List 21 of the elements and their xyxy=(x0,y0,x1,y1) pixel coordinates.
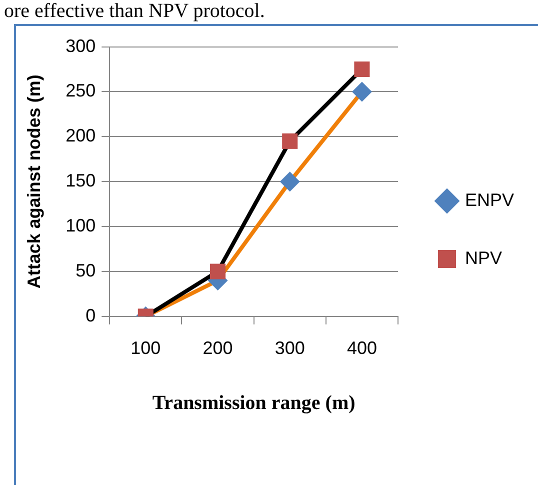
y-axis-title: Attack against nodes (m) xyxy=(24,74,44,289)
point xyxy=(352,82,372,102)
x-tick-label: 300 xyxy=(274,338,305,358)
y-tick-label: 300 xyxy=(66,36,96,56)
point xyxy=(354,61,370,78)
y-tick-label: 0 xyxy=(86,305,96,326)
y-tick-label: 150 xyxy=(66,170,96,191)
y-tick-label: 200 xyxy=(66,126,96,146)
point xyxy=(210,264,226,280)
y-tick-label: 100 xyxy=(66,216,96,236)
legend-label: NPV xyxy=(465,248,502,268)
x-tick-label: 100 xyxy=(130,338,161,358)
y-tick-label: 50 xyxy=(76,260,96,280)
x-tick-label: 200 xyxy=(202,338,233,358)
point xyxy=(282,133,298,149)
legend-label: ENPV xyxy=(465,190,514,210)
text: ore effective than NPV protocol. xyxy=(4,0,265,22)
y-tick-label: 250 xyxy=(66,80,96,101)
x-axis-title: Transmission range (m) xyxy=(152,392,356,414)
point xyxy=(280,172,300,192)
x-tick-label: 400 xyxy=(346,338,377,358)
